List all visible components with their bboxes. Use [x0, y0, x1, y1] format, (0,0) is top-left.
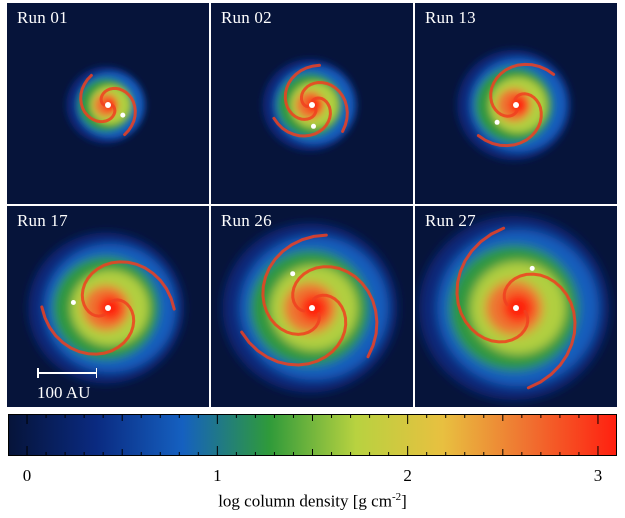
- central-star: [513, 305, 519, 311]
- spiral-arm: [99, 86, 137, 137]
- central-star: [105, 305, 111, 311]
- planet: [120, 112, 126, 118]
- colorbar-tick-label: 0: [22, 466, 32, 485]
- panel-label: Run 02: [221, 8, 272, 27]
- spiral-arm: [476, 92, 543, 148]
- planet: [529, 265, 535, 271]
- panel-run-02: Run 02: [211, 3, 413, 204]
- colorbar-label: log column density [g cm-2]: [0, 491, 625, 512]
- panel-run-27: Run 27: [415, 206, 617, 407]
- spiral-arm: [300, 80, 349, 133]
- spiral-arm: [455, 226, 530, 344]
- colorbar-label-text: log column density [g cm: [218, 491, 392, 511]
- panel-run-13: Run 13: [415, 3, 617, 204]
- spiral-arm: [283, 63, 321, 121]
- scale-bar: [37, 368, 97, 378]
- spiral-arm: [79, 73, 117, 124]
- colorbar-tick-label: 3: [593, 466, 603, 485]
- planet: [70, 300, 76, 305]
- central-star: [309, 102, 315, 108]
- panel-label: Run 27: [425, 211, 476, 230]
- colorbar-label-exponent: -2: [391, 491, 402, 503]
- panel-label: Run 26: [221, 211, 272, 230]
- spiral-arm: [40, 298, 136, 356]
- spiral-arm: [489, 62, 556, 118]
- central-star: [105, 102, 111, 108]
- colorbar-tick-label: 1: [213, 466, 222, 485]
- density-map: [262, 58, 358, 152]
- spiral-arm: [261, 233, 328, 336]
- spiral-arm: [502, 272, 577, 390]
- density-map: [222, 223, 398, 393]
- central-star: [309, 305, 315, 311]
- spiral-arm: [240, 293, 348, 367]
- panel-label: Run 17: [17, 211, 68, 230]
- panel-run-17: Run 17 100 AU: [7, 206, 209, 407]
- scale-bar-label: 100 AU: [37, 383, 91, 402]
- spiral-arm: [272, 96, 332, 138]
- density-map: [419, 215, 609, 401]
- spiral-arm: [291, 265, 379, 359]
- density-map: [66, 66, 146, 144]
- planet: [311, 123, 316, 129]
- colorbar-tick-label: 2: [403, 466, 412, 485]
- panel-run-01: Run 01: [7, 3, 209, 204]
- density-map: [28, 232, 184, 384]
- spiral-arm: [80, 260, 176, 318]
- density-map: [457, 49, 571, 161]
- panel-label: Run 01: [17, 8, 68, 27]
- planet: [290, 271, 296, 277]
- colorbar-ticks: [26, 414, 599, 456]
- central-star: [513, 102, 519, 108]
- planet: [494, 119, 500, 125]
- panel-run-26: Run 26: [211, 206, 413, 407]
- colorbar-label-end: ]: [401, 491, 407, 511]
- figure-grid: Run 01 Run 02 Run 13 Run 17 100 AU Run 2…: [7, 3, 619, 409]
- panel-label: Run 13: [425, 8, 476, 27]
